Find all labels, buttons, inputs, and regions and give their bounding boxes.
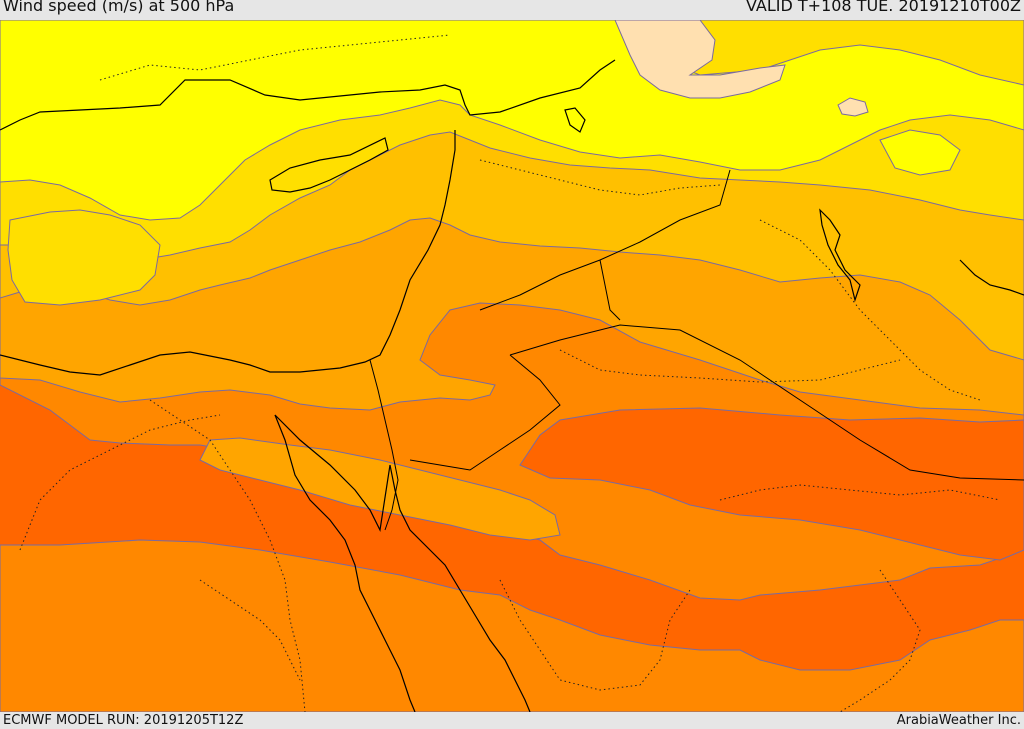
band-dark-orange-east [519, 407, 1024, 561]
levant-coast [0, 130, 456, 376]
red-sea-west-coast [274, 414, 416, 712]
boundary-2 [149, 399, 306, 712]
gulf-coast [959, 259, 1024, 296]
boundary-3 [499, 579, 691, 691]
band-orange-south [0, 539, 1024, 712]
band-palest-spot [837, 97, 869, 117]
band-gold-west [7, 209, 161, 306]
band-palest [614, 20, 786, 99]
lake-van [564, 107, 586, 133]
jordan-saudi-border [409, 354, 561, 471]
red-sea-east-coast [389, 464, 531, 712]
boundary-8 [759, 219, 981, 401]
map-footer: ECMWF MODEL RUN: 20191205T12Z ArabiaWeat… [0, 712, 1024, 729]
band-light-orange-sinai [199, 437, 561, 541]
sinai-tip [274, 414, 391, 532]
model-run-label: ECMWF MODEL RUN: 20191205T12Z [3, 713, 244, 728]
province-boundaries [19, 34, 1001, 712]
boundary-10 [839, 569, 921, 712]
boundary-7 [479, 159, 721, 196]
boundary-5 [719, 484, 1001, 501]
cyprus-outline [269, 137, 389, 193]
iraq-inner-border [599, 259, 621, 321]
map-header: Wind speed (m/s) at 500 hPa VALID T+108 … [0, 0, 1024, 20]
iraq-saudi-border [509, 324, 1024, 481]
coastlines [0, 59, 1024, 712]
caspian-coast [819, 208, 861, 303]
credit-label: ArabiaWeather Inc. [896, 713, 1021, 728]
valid-time: VALID T+108 TUE. 20191210T00Z [745, 0, 1021, 15]
syria-iraq-border [479, 169, 731, 311]
country-borders [369, 169, 1024, 531]
boundary-9 [199, 579, 301, 681]
turkey-coast [0, 59, 616, 131]
egypt-border [369, 359, 399, 531]
map-title: Wind speed (m/s) at 500 hPa [3, 0, 235, 15]
wind-speed-map [0, 20, 1024, 712]
boundary-1 [19, 414, 221, 551]
band-yellow-islet [879, 129, 961, 176]
